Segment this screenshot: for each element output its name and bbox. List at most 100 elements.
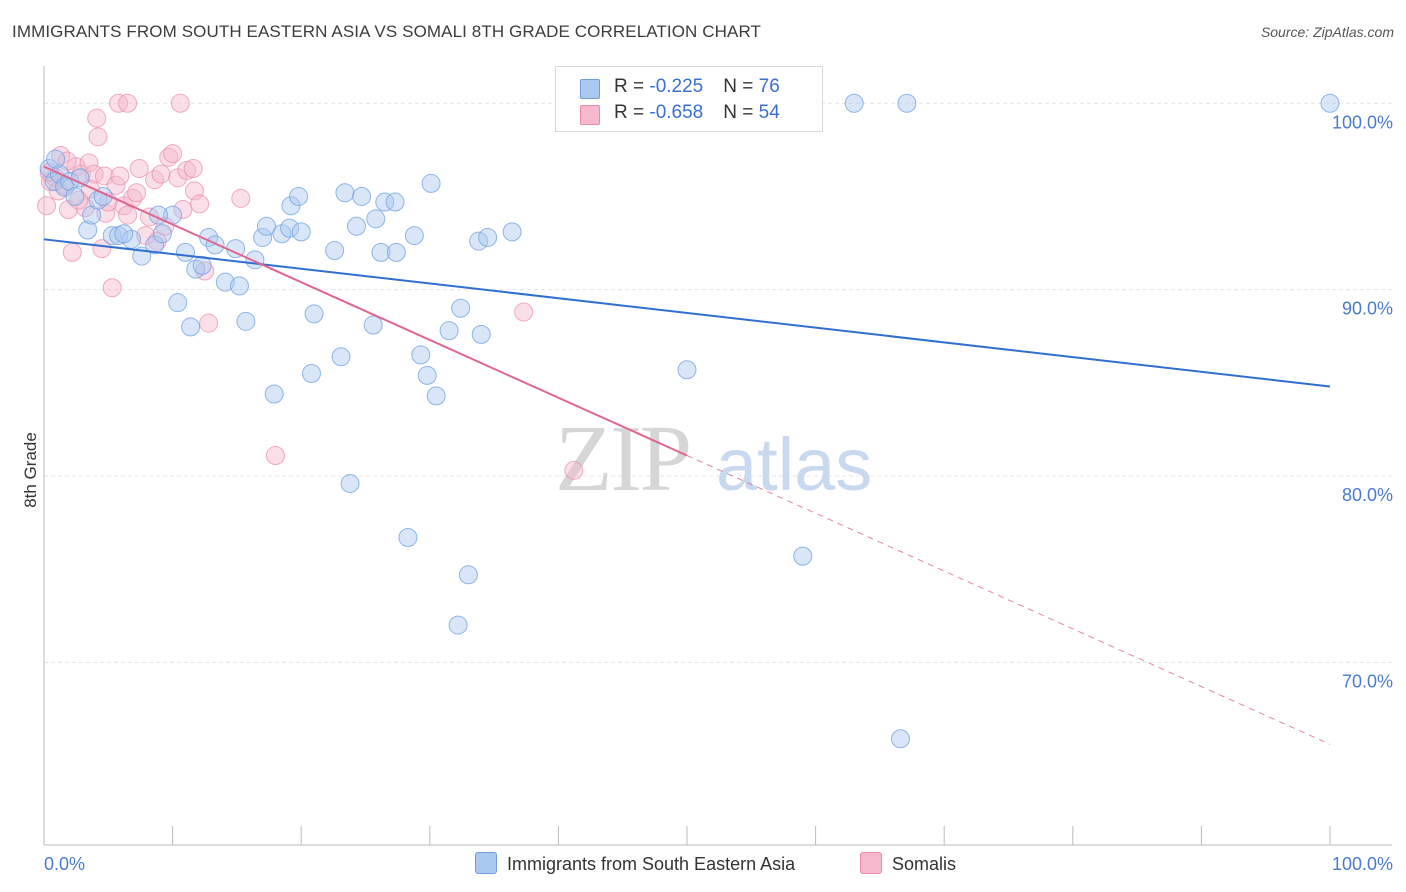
data-point-immigrants xyxy=(114,224,134,244)
data-point-somalis xyxy=(151,164,171,184)
data-point-somalis xyxy=(183,159,203,178)
data-point-somalis xyxy=(118,205,138,225)
data-point-immigrants xyxy=(175,242,195,262)
data-point-immigrants xyxy=(253,227,273,247)
data-point-somalis xyxy=(110,166,130,186)
trend-line-somalis-extension xyxy=(686,455,1331,745)
legend-n-label: N = xyxy=(723,76,759,97)
data-point-immigrants xyxy=(272,224,292,244)
data-point-immigrants xyxy=(411,345,431,365)
data-point-immigrants xyxy=(375,192,395,212)
data-point-somalis xyxy=(199,313,219,333)
legend-swatch-pink xyxy=(580,105,600,125)
data-point-immigrants xyxy=(46,149,66,169)
data-point-immigrants xyxy=(256,216,276,236)
bottom-legend-swatch-pink xyxy=(860,852,882,874)
watermark-atlas: atlas xyxy=(716,423,872,506)
chart-source: Source: ZipAtlas.com xyxy=(1260,24,1394,40)
data-point-immigrants xyxy=(192,255,212,275)
data-point-immigrants xyxy=(70,168,90,188)
data-point-somalis xyxy=(118,93,138,113)
series-immigrants xyxy=(39,93,1340,749)
data-point-somalis xyxy=(190,194,210,214)
data-point-immigrants xyxy=(439,321,459,341)
data-point-immigrants xyxy=(152,224,172,244)
bottom-legend-label: Immigrants from South Eastern Asia xyxy=(507,854,796,874)
legend-n-value: 76 xyxy=(758,76,780,97)
watermark-zip: ZIP xyxy=(555,407,690,511)
data-point-immigrants xyxy=(186,259,206,279)
legend-n-value: 54 xyxy=(758,102,780,123)
data-point-immigrants xyxy=(65,186,85,206)
x-tick-label: 100.0% xyxy=(1332,854,1393,874)
data-point-immigrants xyxy=(502,222,522,242)
data-point-immigrants xyxy=(335,183,355,203)
data-point-immigrants xyxy=(897,93,917,113)
legend: R = -0.225 N = 76 R = -0.658 N = 54 xyxy=(555,66,823,132)
data-point-immigrants xyxy=(1320,93,1340,113)
data-point-somalis xyxy=(87,108,107,128)
data-point-immigrants xyxy=(205,235,225,255)
legend-r-label: R = xyxy=(614,102,650,123)
bottom-legend-label: Somalis xyxy=(892,854,957,874)
data-point-somalis xyxy=(69,190,89,210)
legend-r-value: -0.225 xyxy=(649,76,704,97)
data-point-immigrants xyxy=(471,324,491,344)
data-point-immigrants xyxy=(291,222,311,242)
trend-lines xyxy=(43,165,1331,745)
data-point-somalis xyxy=(564,460,584,480)
data-point-immigrants xyxy=(844,93,864,113)
data-point-immigrants xyxy=(398,528,418,547)
data-point-immigrants xyxy=(793,546,813,566)
x-tick-labels: 0.0% 100.0% xyxy=(44,854,1393,874)
data-point-somalis xyxy=(177,160,197,180)
data-point-somalis xyxy=(88,127,108,147)
data-point-immigrants xyxy=(404,226,424,246)
data-point-immigrants xyxy=(331,347,351,367)
data-point-immigrants xyxy=(301,364,321,383)
trend-line-somalis xyxy=(43,165,688,457)
data-point-immigrants xyxy=(478,227,498,247)
chart-title: IMMIGRANTS FROM SOUTH EASTERN ASIA VS SO… xyxy=(12,22,762,41)
data-point-immigrants xyxy=(325,241,345,260)
legend-swatch-blue xyxy=(580,79,600,99)
data-point-somalis xyxy=(37,196,57,216)
legend-n-label: N = xyxy=(723,102,759,123)
data-point-immigrants xyxy=(121,229,141,249)
data-point-immigrants xyxy=(181,317,201,337)
series-somalis xyxy=(37,93,584,480)
data-point-immigrants xyxy=(215,272,235,292)
data-point-somalis xyxy=(62,242,82,262)
data-point-immigrants xyxy=(280,218,300,238)
data-point-somalis xyxy=(173,200,193,219)
data-point-somalis xyxy=(155,216,175,236)
data-point-immigrants xyxy=(352,186,372,206)
legend-r-value: -0.658 xyxy=(649,102,704,123)
y-axis-label: 8th Grade xyxy=(21,432,40,508)
data-point-immigrants xyxy=(264,384,284,404)
data-point-somalis xyxy=(106,175,126,195)
data-point-immigrants xyxy=(102,226,122,246)
y-tick-label: 80.0% xyxy=(1342,485,1393,505)
data-point-immigrants xyxy=(78,220,98,240)
data-point-immigrants xyxy=(371,242,391,262)
data-point-immigrants xyxy=(145,235,165,255)
data-point-somalis xyxy=(163,144,183,164)
axes xyxy=(43,66,1392,846)
data-point-somalis xyxy=(514,302,534,322)
bottom-legend-swatch-blue xyxy=(475,852,497,874)
data-point-immigrants xyxy=(346,216,366,236)
watermark: ZIP atlas xyxy=(555,407,872,511)
data-point-somalis xyxy=(231,188,251,208)
data-point-somalis xyxy=(129,159,149,178)
data-point-immigrants xyxy=(245,250,265,270)
data-point-immigrants xyxy=(677,360,697,380)
data-point-immigrants xyxy=(289,186,309,206)
data-point-immigrants xyxy=(385,192,405,212)
data-point-somalis xyxy=(79,153,99,173)
x-tick-label: 0.0% xyxy=(44,854,85,874)
data-point-immigrants xyxy=(363,315,383,335)
legend-r-label: R = xyxy=(614,76,650,97)
y-tick-label: 100.0% xyxy=(1332,112,1393,132)
data-point-somalis xyxy=(159,147,179,167)
